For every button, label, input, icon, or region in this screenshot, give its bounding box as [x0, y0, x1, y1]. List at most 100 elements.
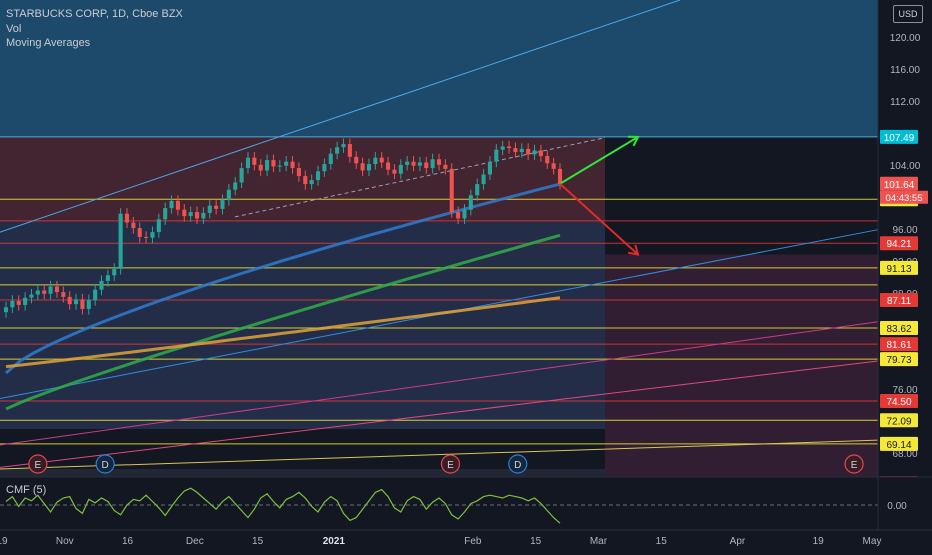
candle-body [386, 162, 391, 170]
time-tick-label: Dec [186, 536, 204, 547]
dividend-event-marker[interactable]: D [95, 454, 115, 474]
candle-body [405, 161, 410, 165]
candle-body [23, 297, 28, 305]
price-tick-label: 76.00 [892, 385, 917, 396]
moving-averages-indicator-label[interactable]: Moving Averages [6, 37, 91, 49]
candle-body [214, 205, 219, 209]
candle-body [315, 171, 321, 181]
candle-body [284, 161, 289, 166]
candle-body [417, 162, 422, 166]
time-tick-label: 16 [122, 536, 134, 547]
symbol-title[interactable]: STARBUCKS CORP, 1D, Cboe BZX [6, 8, 183, 20]
candle-body [557, 168, 563, 184]
candle-body [207, 205, 212, 213]
candle-body [137, 228, 142, 237]
earnings-event-marker[interactable]: E [28, 454, 48, 474]
price-label-tag: 72.09 [880, 413, 918, 428]
event-marker-circle [440, 454, 461, 474]
candle-body [456, 212, 461, 219]
trend-line-dashed [234, 137, 606, 218]
candle-body [309, 180, 314, 185]
candle-body [277, 165, 282, 167]
candle-body [532, 150, 537, 155]
dividend-event-marker[interactable]: D [508, 454, 528, 474]
candle-body [392, 169, 397, 174]
cmf-line [5, 487, 561, 524]
candle-body [188, 212, 193, 217]
price-label-bg [880, 176, 918, 191]
upper-zone-fill [0, 0, 878, 137]
candle-body [379, 157, 384, 163]
candle-body [99, 280, 104, 290]
candle-body [233, 182, 238, 190]
price-label-tag: 91.13 [880, 260, 918, 275]
candle-body [163, 208, 168, 220]
event-marker-letter: E [447, 460, 454, 471]
countdown-timer: 04:43:55 [886, 193, 923, 204]
candle-body [424, 162, 429, 169]
price-tick-label: 96.00 [892, 225, 917, 236]
candle-body [507, 146, 512, 149]
time-tick-label: 19 [813, 536, 825, 547]
price-label-tag: 107.49 [880, 129, 918, 144]
price-label-tag: 81.61 [880, 337, 918, 352]
candle-body [538, 150, 543, 157]
price-label-tag: 87.11 [880, 293, 918, 308]
candle-body [526, 148, 531, 155]
cmf-title: CMF (5) [6, 484, 46, 496]
candle-body [226, 189, 231, 201]
candle-body [487, 161, 493, 175]
candle-body [112, 268, 117, 276]
candle-body [347, 144, 352, 157]
trend-line-gold [0, 439, 879, 470]
price-label-bg [880, 293, 918, 308]
candle-body [54, 286, 59, 293]
candle-body [366, 164, 372, 171]
trend-line-upper [0, 0, 681, 233]
candle-body [201, 212, 206, 219]
candle-body [436, 159, 442, 165]
candle-body [131, 222, 136, 229]
candle-body [468, 195, 473, 210]
candle-body [462, 209, 467, 219]
bearish-projection-arrow[interactable] [559, 183, 639, 256]
candle-body [182, 209, 187, 217]
time-tick-label: 2021 [323, 536, 346, 547]
moving-average-line [5, 182, 561, 375]
resistance-zone-fill [0, 136, 605, 221]
candle-body [61, 292, 66, 297]
earnings-event-marker[interactable]: E [844, 454, 864, 474]
price-label-text: 79.73 [886, 355, 911, 366]
candle-body [303, 176, 308, 185]
candle-body [398, 164, 403, 174]
earnings-event-marker[interactable]: E [440, 454, 461, 474]
candle-body [265, 160, 270, 171]
price-tick-label: 116.00 [890, 65, 920, 76]
price-label-bg [880, 260, 918, 275]
candle-body [252, 157, 257, 165]
price-label-text: 72.09 [886, 416, 911, 427]
price-label-tag: 74.50 [880, 393, 918, 408]
candle-body [175, 200, 180, 210]
candle-body [29, 294, 34, 298]
candle-body [258, 164, 263, 171]
cmf-tick-label: 0.00 [887, 501, 907, 512]
candle-body [93, 289, 98, 301]
price-tick-label: 120.00 [890, 33, 921, 44]
time-tick-label: 15 [530, 536, 542, 547]
price-label-tag: 94.21 [880, 236, 918, 251]
event-marker-circle [508, 454, 528, 474]
currency-button[interactable]: USD [893, 5, 923, 23]
candle-body [118, 213, 123, 269]
volume-indicator-label[interactable]: Vol [6, 23, 22, 35]
candle-body [3, 307, 9, 313]
candle-body [341, 144, 346, 148]
bullish-projection-arrow[interactable] [559, 136, 639, 185]
candle-body [10, 300, 15, 308]
time-tick-label: May [863, 536, 882, 547]
price-label-tag: 69.14 [880, 436, 918, 451]
candle-body [67, 296, 72, 305]
time-tick-label: Apr [730, 536, 746, 547]
